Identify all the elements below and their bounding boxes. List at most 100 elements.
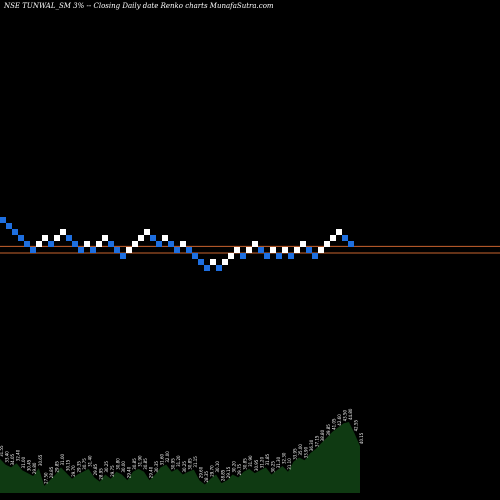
volume-label: 32.40 (16, 449, 21, 461)
renko-brick-up (144, 229, 150, 235)
volume-label: 30.85 (132, 458, 137, 470)
volume-label: 33.40 (5, 451, 10, 463)
volume-label: 30.45 (27, 459, 32, 471)
renko-brick-down (168, 241, 174, 247)
volume-label: 30.75 (82, 458, 87, 470)
volume-label: 36.30 (309, 439, 314, 451)
renko-brick-down (6, 223, 12, 229)
renko-brick-up (36, 241, 42, 247)
renko-brick-down (72, 241, 78, 247)
volume-label: 31.20 (259, 456, 264, 468)
renko-brick-down (156, 241, 162, 247)
volume-label: 27.50 (43, 472, 48, 484)
renko-brick-up (60, 229, 66, 235)
volume-label: 28.35 (204, 471, 209, 483)
volume-label: 30.15 (66, 459, 71, 471)
volume-label: 33.90 (304, 446, 309, 458)
renko-brick-down (312, 253, 318, 259)
volume-label: 29.70 (210, 465, 215, 477)
volume-label: 29.40 (149, 466, 154, 478)
volume-label: 43.50 (342, 409, 347, 421)
volume-label: 31.40 (88, 455, 93, 467)
renko-brick-down (306, 247, 312, 253)
volume-label: 30.10 (215, 461, 220, 473)
volume-label: 31.30 (276, 456, 281, 468)
volume-label: 31.90 (138, 455, 143, 467)
renko-brick-up (54, 235, 60, 241)
volume-label: 38.80 (320, 429, 325, 441)
renko-brick-up (246, 247, 252, 253)
renko-brick-down (288, 253, 294, 259)
renko-brick-down (18, 235, 24, 241)
volume-label: 30.35 (154, 461, 159, 473)
volume-label: 33.95 (293, 448, 298, 460)
renko-brick-down (264, 253, 270, 259)
volume-label: 29.75 (237, 463, 242, 475)
renko-brick-up (222, 259, 228, 265)
volume-label: 30.95 (254, 459, 259, 471)
renko-brick-up (330, 235, 336, 241)
volume-label: 29.70 (71, 465, 76, 477)
volume-label: 30.85 (243, 458, 248, 470)
renko-brick-up (102, 235, 108, 241)
volume-label: 30.80 (115, 458, 120, 470)
renko-brick-down (78, 247, 84, 253)
renko-brick-down (150, 235, 156, 241)
renko-brick-up (294, 247, 300, 253)
renko-brick-down (12, 229, 18, 235)
volume-label: 29.85 (93, 463, 98, 475)
renko-brick-down (258, 247, 264, 253)
volume-label: 31.00 (60, 453, 65, 465)
volume-label: 42.60 (337, 414, 342, 426)
volume-label: 40.15 (359, 432, 364, 444)
renko-brick-down (108, 241, 114, 247)
volume-label: 29.35 (77, 461, 82, 473)
volume-label: 31.60 (160, 453, 165, 465)
renko-brick-up (324, 241, 330, 247)
volume-label: 30.85 (187, 458, 192, 470)
renko-brick-up (126, 247, 132, 253)
renko-brick-up (162, 235, 168, 241)
renko-brick-down (90, 247, 96, 253)
volume-fill (0, 422, 360, 493)
renko-brick-up (228, 253, 234, 259)
renko-brick-down (276, 253, 282, 259)
volume-label: 28.85 (221, 469, 226, 481)
volume-label: 30.95 (171, 458, 176, 470)
volume-label: 30.25 (104, 461, 109, 473)
volume-label: 29.40 (126, 466, 131, 478)
renko-brick-up (234, 247, 240, 253)
renko-brick-down (240, 253, 246, 259)
renko-brick-down (0, 217, 6, 223)
volume-area (0, 422, 360, 493)
renko-brick-down (186, 247, 192, 253)
renko-brick-up (210, 259, 216, 265)
renko-brick-up (336, 229, 342, 235)
volume-label: 35.00 (298, 444, 303, 456)
volume-label: 30.25 (182, 461, 187, 473)
volume-label: 32.00 (165, 451, 170, 463)
renko-brick-down (216, 265, 222, 271)
volume-label: 29.60 (198, 466, 203, 478)
volume-label: 29.15 (226, 466, 231, 478)
chart-title: NSE TUNWAL_SM 3% -- Closing Daily date R… (4, 2, 274, 10)
volume-label: 34.05 (10, 453, 15, 465)
volume-label: 30.85 (143, 458, 148, 470)
volume-label: 31.85 (265, 453, 270, 465)
volume-label: 31.20 (176, 455, 181, 467)
renko-brick-down (30, 247, 36, 253)
renko-brick-up (138, 235, 144, 241)
volume-label: 31.55 (0, 445, 4, 457)
volume-label: 31.90 (248, 455, 253, 467)
renko-brick-up (282, 247, 288, 253)
renko-brick-up (180, 241, 186, 247)
renko-brick-up (84, 241, 90, 247)
volume-label: 31.10 (287, 458, 292, 470)
volume-label: 32.30 (282, 452, 287, 464)
volume-label: 31.15 (193, 456, 198, 468)
volume-label: 30.00 (121, 461, 126, 473)
volume-label: 29.75 (110, 465, 115, 477)
volume-label: 29.85 (54, 461, 59, 473)
